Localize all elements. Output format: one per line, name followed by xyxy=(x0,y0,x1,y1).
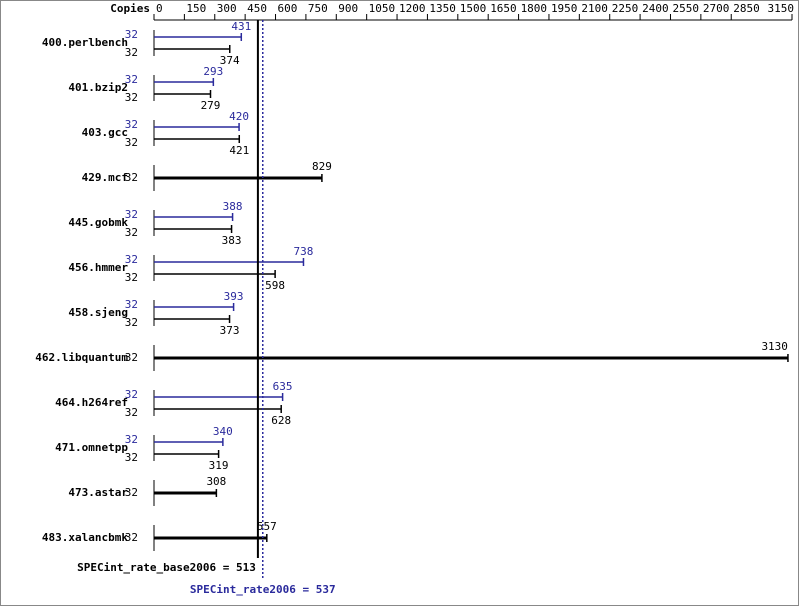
x-tick-label: 300 xyxy=(217,2,237,15)
x-tick-label: 2700 xyxy=(703,2,730,15)
value-label: 431 xyxy=(231,20,251,33)
reference-label: SPECint_rate_base2006 = 513 xyxy=(77,561,256,574)
value-label: 293 xyxy=(203,65,223,78)
x-tick-label: 1500 xyxy=(460,2,487,15)
value-label: 829 xyxy=(312,160,332,173)
category-label: 401.bzip2 xyxy=(68,81,128,94)
value-label: 393 xyxy=(224,290,244,303)
x-tick-label: 1650 xyxy=(490,2,517,15)
x-tick-label: 2550 xyxy=(672,2,699,15)
x-tick-label: 2850 xyxy=(733,2,760,15)
value-label: 319 xyxy=(209,459,229,472)
copies-label: 32 xyxy=(125,118,138,131)
value-label: 557 xyxy=(257,520,277,533)
copies-label: 32 xyxy=(125,73,138,86)
x-tick-label: 1050 xyxy=(369,2,396,15)
x-tick-label: 1200 xyxy=(399,2,426,15)
category-label: 429.mcf xyxy=(82,171,128,184)
category-label: 464.h264ref xyxy=(55,396,128,409)
copies-label: 32 xyxy=(125,406,138,419)
x-tick-label: 450 xyxy=(247,2,267,15)
copies-label: 32 xyxy=(125,226,138,239)
x-tick-label: 1800 xyxy=(521,2,548,15)
value-label: 388 xyxy=(223,200,243,213)
copies-label: 32 xyxy=(125,451,138,464)
copies-label: 32 xyxy=(125,91,138,104)
copies-label: 32 xyxy=(125,253,138,266)
x-tick-label: 2250 xyxy=(612,2,639,15)
value-label: 420 xyxy=(229,110,249,123)
x-tick-label: 1950 xyxy=(551,2,578,15)
value-label: 738 xyxy=(294,245,314,258)
value-label: 373 xyxy=(220,324,240,337)
category-label: 403.gcc xyxy=(82,126,128,139)
category-label: 473.astar xyxy=(68,486,128,499)
x-tick-label: 0 xyxy=(156,2,163,15)
value-label: 374 xyxy=(220,54,240,67)
copies-header: Copies xyxy=(110,2,150,15)
copies-label: 32 xyxy=(125,171,138,184)
value-label: 598 xyxy=(265,279,285,292)
value-label: 635 xyxy=(273,380,293,393)
x-tick-label: 2100 xyxy=(581,2,608,15)
category-label: 483.xalancbmk xyxy=(42,531,128,544)
category-label: 400.perlbench xyxy=(42,36,128,49)
copies-label: 32 xyxy=(125,271,138,284)
category-label: 445.gobmk xyxy=(68,216,128,229)
value-label: 383 xyxy=(222,234,242,247)
category-label: 456.hmmer xyxy=(68,261,128,274)
copies-label: 32 xyxy=(125,316,138,329)
x-tick-label: 750 xyxy=(308,2,328,15)
x-tick-label: 600 xyxy=(278,2,298,15)
value-label: 308 xyxy=(206,475,226,488)
value-label: 3130 xyxy=(761,340,788,353)
copies-label: 32 xyxy=(125,298,138,311)
category-label: 462.libquantum xyxy=(35,351,128,364)
x-tick-label: 3150 xyxy=(768,2,795,15)
copies-label: 32 xyxy=(125,208,138,221)
x-tick-label: 2400 xyxy=(642,2,669,15)
value-label: 340 xyxy=(213,425,233,438)
copies-label: 32 xyxy=(125,388,138,401)
x-tick-label: 900 xyxy=(338,2,358,15)
x-tick-label: 1350 xyxy=(429,2,456,15)
value-label: 628 xyxy=(271,414,291,427)
copies-label: 32 xyxy=(125,433,138,446)
copies-label: 32 xyxy=(125,351,138,364)
copies-label: 32 xyxy=(125,28,138,41)
x-tick-label: 150 xyxy=(186,2,206,15)
value-label: 279 xyxy=(201,99,221,112)
copies-label: 32 xyxy=(125,531,138,544)
value-label: 421 xyxy=(229,144,249,157)
copies-label: 32 xyxy=(125,46,138,59)
category-label: 458.sjeng xyxy=(68,306,128,319)
copies-label: 32 xyxy=(125,486,138,499)
copies-label: 32 xyxy=(125,136,138,149)
reference-label: SPECint_rate2006 = 537 xyxy=(190,583,336,596)
category-label: 471.omnetpp xyxy=(55,441,128,454)
